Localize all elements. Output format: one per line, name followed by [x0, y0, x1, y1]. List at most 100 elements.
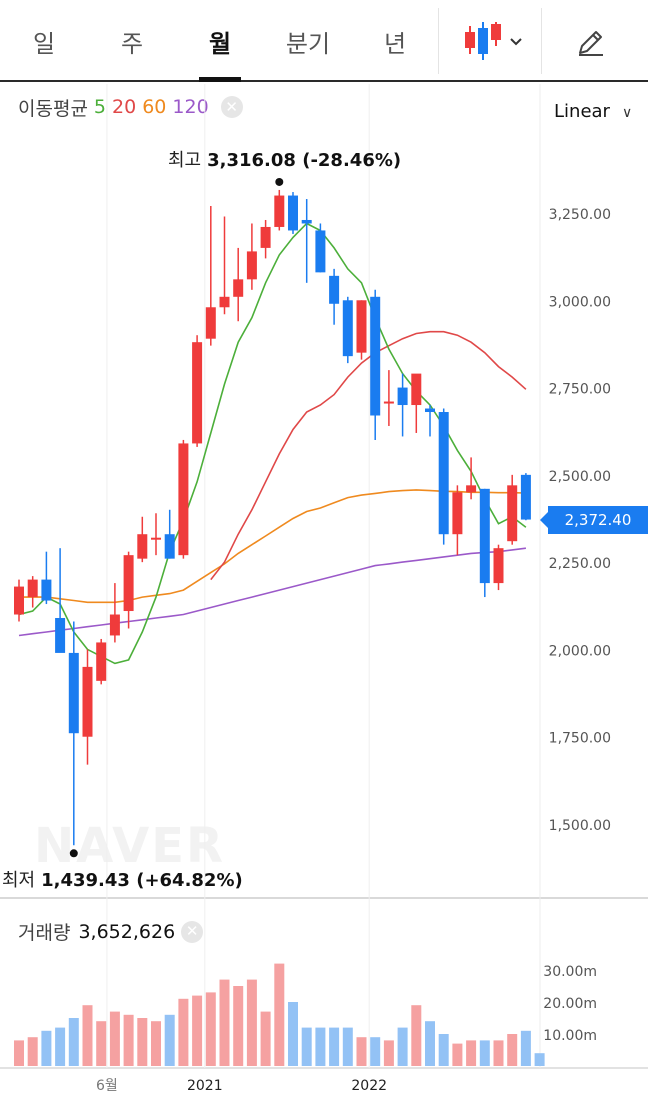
candle-body	[452, 492, 463, 535]
volume-bar	[233, 986, 244, 1066]
pencil-icon[interactable]	[575, 26, 607, 58]
volume-bar	[205, 992, 216, 1066]
volume-bar	[164, 1014, 175, 1066]
volume-bar	[109, 1011, 120, 1066]
price-tick-label: 2,500.00	[549, 469, 611, 485]
volume-bar	[274, 963, 285, 1066]
ma-60-line	[19, 489, 526, 604]
candlestick-icon	[465, 22, 522, 60]
candle-body	[233, 279, 244, 297]
volume-bar	[397, 1027, 408, 1066]
volume-bar	[452, 1043, 463, 1066]
x-tick-label: 6월	[96, 1078, 118, 1094]
candle-body	[41, 579, 52, 601]
high-marker	[275, 177, 284, 186]
volume-bar	[219, 979, 230, 1066]
candle-body	[68, 652, 79, 734]
tab-divider	[438, 8, 439, 74]
price-tick-label: 3,250.00	[549, 207, 611, 223]
close-volume-icon[interactable]: ✕	[181, 920, 204, 943]
price-tick-label: 2,250.00	[549, 556, 611, 572]
low-price-label: 최저 1,439.43 (+64.82%)	[2, 870, 243, 891]
candle-body	[27, 579, 38, 598]
candle-body	[520, 474, 531, 520]
moving-average-legend: 이동평균 5 20 60 120 ✕	[18, 94, 249, 120]
volume-bar	[96, 1021, 107, 1066]
volume-tick-label: 30.00m	[543, 964, 597, 980]
volume-bar	[41, 1030, 52, 1066]
volume-bar	[507, 1034, 518, 1066]
volume-bar	[425, 1021, 435, 1066]
candle-body	[315, 230, 326, 273]
tab-day[interactable]: 일	[32, 29, 56, 58]
candle-body	[151, 537, 161, 540]
volume-title: 거래량	[18, 922, 71, 944]
chevron-down-icon: ∨	[621, 105, 633, 121]
candle-body	[438, 412, 449, 535]
candle-body	[383, 401, 394, 404]
volume-bar	[520, 1030, 531, 1066]
price-tick-label: 1,750.00	[549, 731, 611, 747]
scale-label: Linear	[554, 101, 610, 122]
volume-bar	[260, 1011, 271, 1066]
candle-body	[82, 666, 93, 737]
volume-bar	[315, 1027, 326, 1066]
volume-bar	[479, 1040, 490, 1066]
tab-divider	[541, 8, 542, 74]
candle-body	[493, 548, 504, 584]
scale-dropdown[interactable]: Linear ∨	[554, 101, 632, 122]
volume-bar	[246, 979, 257, 1066]
volume-bar	[123, 1014, 134, 1066]
high-price-label: 최고 3,316.08 (-28.46%)	[168, 150, 402, 171]
volume-bar	[493, 1040, 504, 1066]
candle-body	[205, 307, 216, 339]
volume-bar	[411, 1005, 422, 1066]
ma-20-line	[210, 330, 527, 581]
candle-body	[274, 195, 285, 227]
price-tick-label: 3,000.00	[549, 294, 611, 310]
tab-month[interactable]: 월	[176, 0, 264, 82]
candle-body	[301, 219, 312, 224]
ma-5-label: 5	[93, 96, 107, 118]
candle-body	[260, 226, 271, 248]
price-tick-label: 2,750.00	[549, 382, 611, 398]
candle-body	[466, 485, 477, 493]
volume-bar	[178, 998, 189, 1066]
volume-bar	[14, 1040, 24, 1066]
candle-body	[96, 642, 107, 681]
candle-body	[164, 534, 175, 559]
low-marker	[69, 849, 78, 858]
candle-body	[329, 275, 340, 304]
candle-body	[14, 586, 24, 615]
ma-120-line	[18, 547, 526, 637]
candle-body	[55, 618, 66, 653]
candle-body	[397, 387, 408, 406]
candle-body	[425, 408, 435, 413]
volume-bar	[356, 1037, 367, 1066]
volume-bar	[383, 1040, 394, 1066]
volume-tick-label: 20.00m	[543, 996, 597, 1012]
tab-year[interactable]: 년	[383, 29, 407, 58]
ma-5-line	[18, 222, 527, 665]
volume-bar	[288, 1002, 298, 1066]
x-tick-label: 2022	[351, 1078, 387, 1094]
candle-body	[411, 373, 422, 406]
volume-bar	[137, 1018, 148, 1066]
volume-bar	[534, 1053, 545, 1066]
volume-legend: 거래량 3,652,626 ✕	[18, 918, 204, 945]
close-ma-icon[interactable]: ✕	[220, 96, 243, 118]
low-price-value: 1,439.43 (+64.82%)	[41, 870, 243, 891]
candle-body	[246, 251, 257, 280]
volume-bar	[301, 1027, 312, 1066]
volume-bar	[151, 1021, 161, 1066]
tab-quarter[interactable]: 분기	[285, 29, 331, 58]
volume-bar	[68, 1018, 79, 1066]
ma-60-label: 60	[142, 96, 167, 118]
period-tabs: 일 주 월 분기 년	[0, 0, 648, 82]
chart-type-selector[interactable]	[462, 20, 532, 62]
candle-body	[192, 342, 203, 444]
tab-week[interactable]: 주	[120, 29, 144, 58]
volume-bar	[370, 1037, 381, 1066]
volume-value: 3,652,626	[78, 920, 176, 943]
